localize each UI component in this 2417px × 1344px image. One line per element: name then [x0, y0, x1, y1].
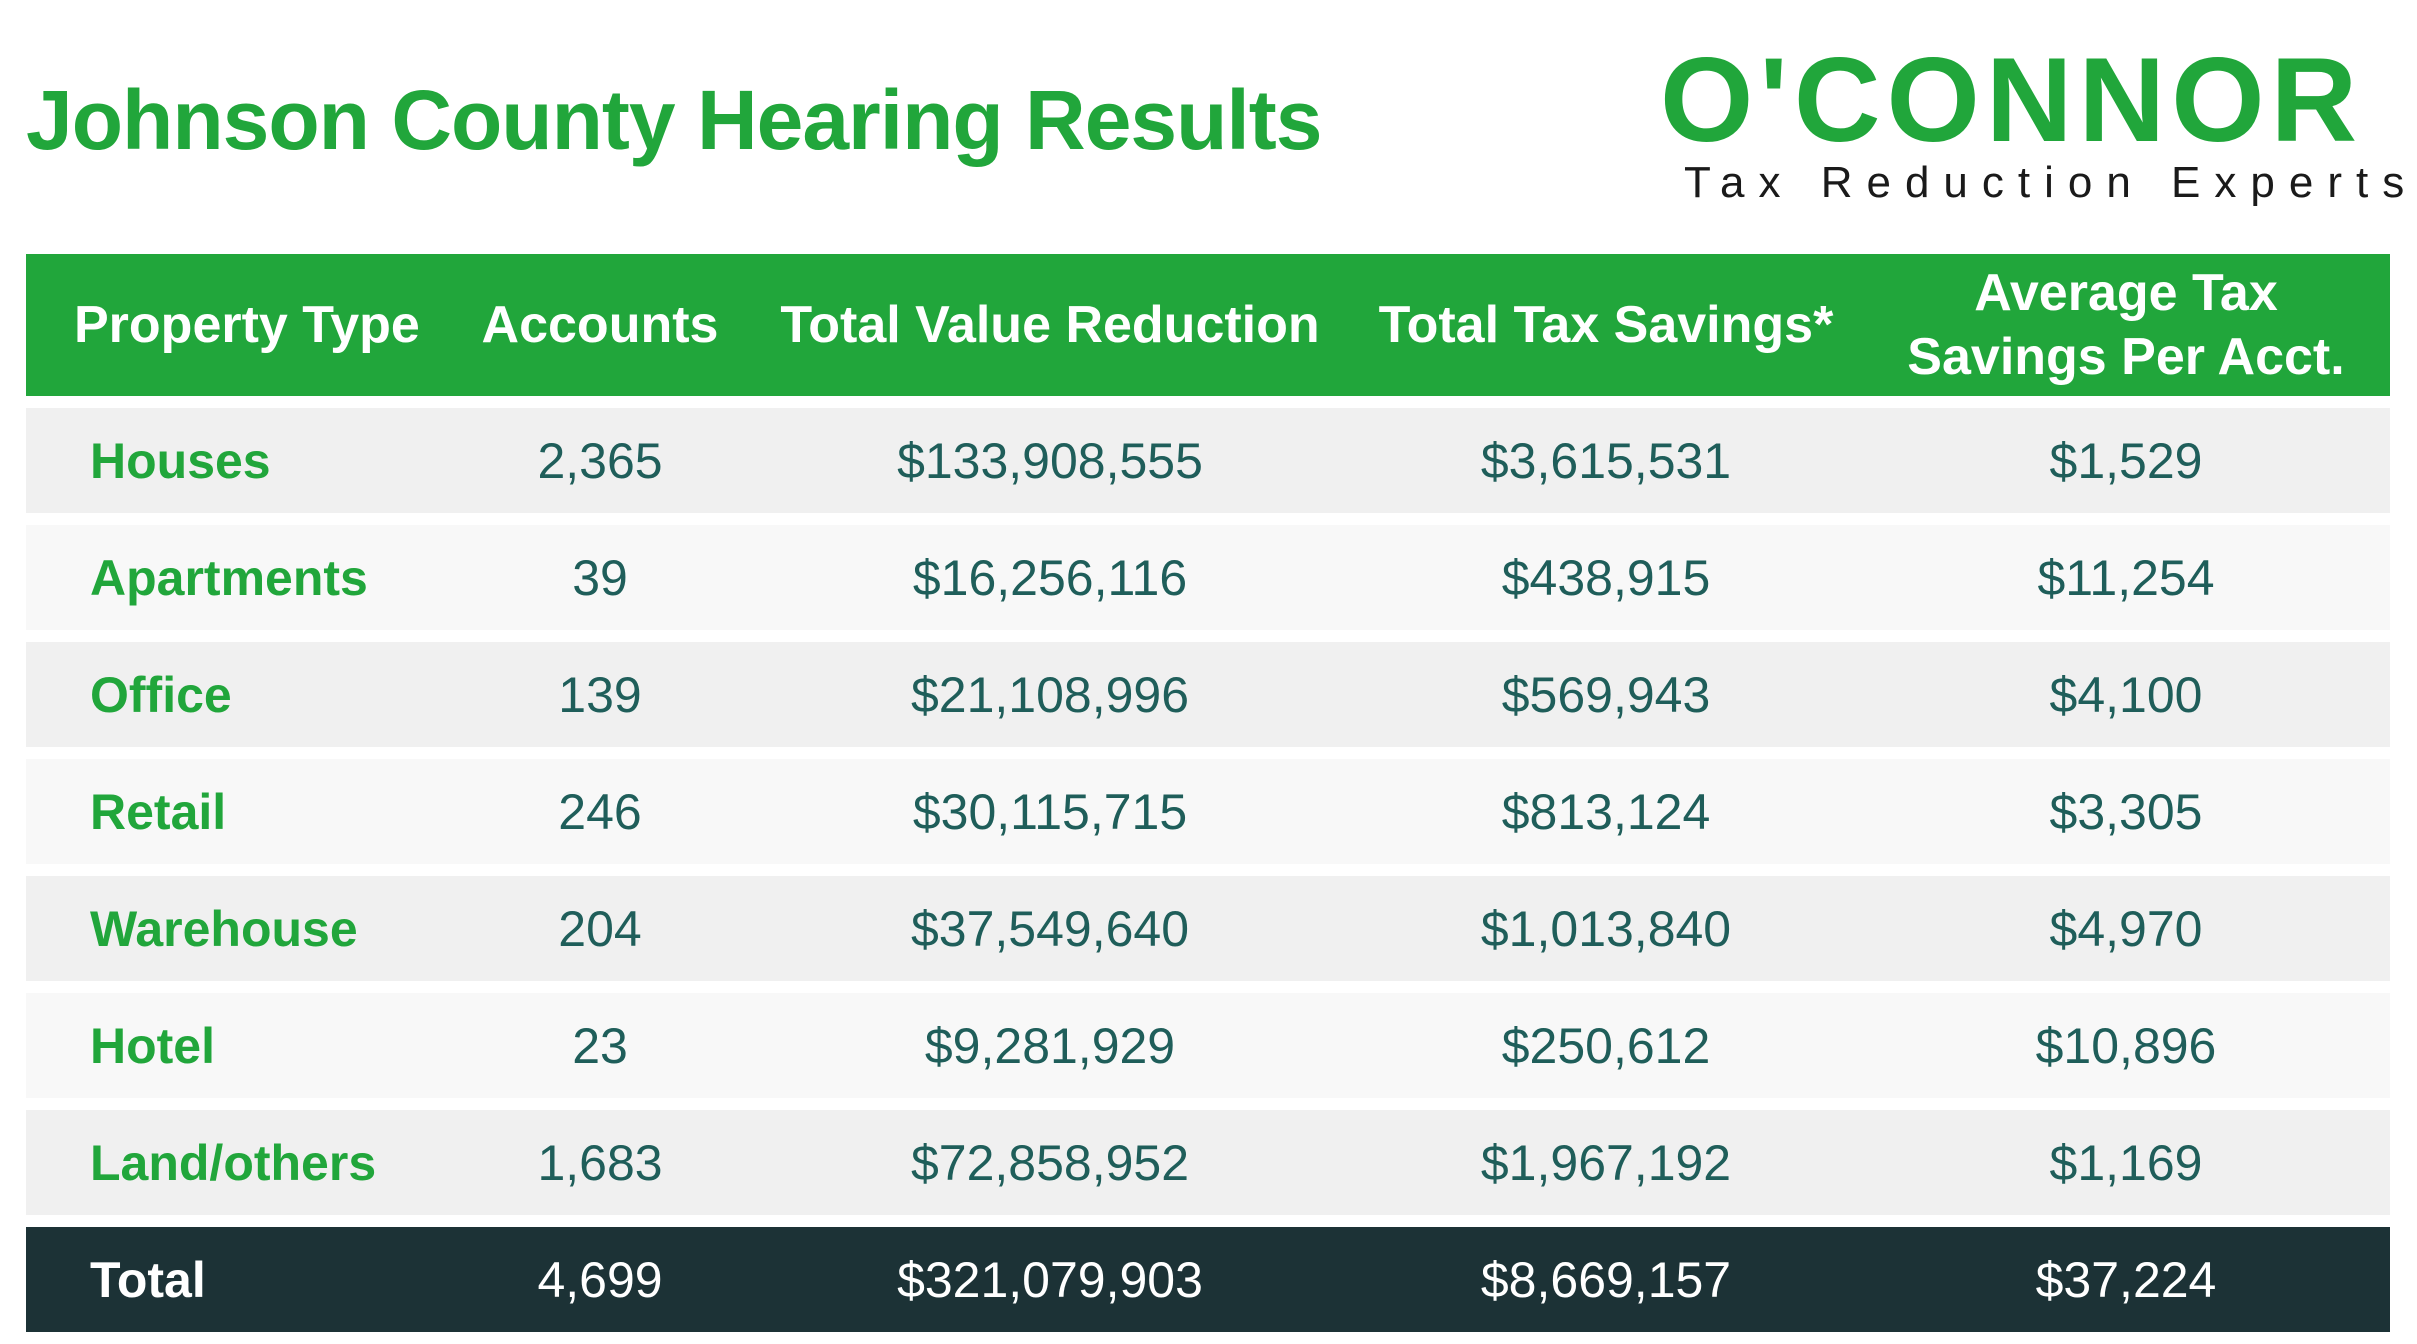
table-row: Retail 246 $30,115,715 $813,124 $3,305: [26, 759, 2390, 864]
table-row: Houses 2,365 $133,908,555 $3,615,531 $1,…: [26, 408, 2390, 513]
value-reduction-cell: $133,908,555: [750, 408, 1350, 513]
accounts-cell: 204: [450, 876, 750, 981]
average-savings-cell: $11,254: [1862, 525, 2390, 630]
accounts-cell: 139: [450, 642, 750, 747]
value-reduction-cell: $37,549,640: [750, 876, 1350, 981]
tax-savings-cell: $1,967,192: [1350, 1110, 1862, 1215]
property-type-cell: Retail: [26, 759, 450, 864]
page-title: Johnson County Hearing Results: [26, 73, 1322, 167]
accounts-cell: 246: [450, 759, 750, 864]
value-reduction-cell: $72,858,952: [750, 1110, 1350, 1215]
tax-savings-cell: $1,013,840: [1350, 876, 1862, 981]
total-average-savings-cell: $37,224: [1862, 1227, 2390, 1332]
average-savings-cell: $1,529: [1862, 408, 2390, 513]
accounts-cell: 2,365: [450, 408, 750, 513]
value-reduction-cell: $16,256,116: [750, 525, 1350, 630]
header-accounts: Accounts: [450, 254, 750, 396]
oconnor-logo: O'CONNOR Tax Reduction Experts: [1660, 33, 2404, 215]
property-type-cell: Office: [26, 642, 450, 747]
total-accounts-cell: 4,699: [450, 1227, 750, 1332]
average-savings-cell: $10,896: [1862, 993, 2390, 1098]
logo-tagline: Tax Reduction Experts: [1684, 158, 2417, 207]
table-row: Hotel 23 $9,281,929 $250,612 $10,896: [26, 993, 2390, 1098]
average-savings-cell: $4,100: [1862, 642, 2390, 747]
value-reduction-cell: $9,281,929: [750, 993, 1350, 1098]
tax-savings-cell: $813,124: [1350, 759, 1862, 864]
total-tax-savings-cell: $8,669,157: [1350, 1227, 1862, 1332]
table-row: Land/others 1,683 $72,858,952 $1,967,192…: [26, 1110, 2390, 1215]
tax-savings-cell: $3,615,531: [1350, 408, 1862, 513]
header-property-type: Property Type: [26, 254, 450, 396]
total-label-cell: Total: [26, 1227, 450, 1332]
average-savings-cell: $1,169: [1862, 1110, 2390, 1215]
property-type-cell: Warehouse: [26, 876, 450, 981]
average-savings-cell: $4,970: [1862, 876, 2390, 981]
tax-savings-cell: $569,943: [1350, 642, 1862, 747]
property-type-cell: Houses: [26, 408, 450, 513]
header-total-value-reduction: Total Value Reduction: [750, 254, 1350, 396]
value-reduction-cell: $21,108,996: [750, 642, 1350, 747]
accounts-cell: 1,683: [450, 1110, 750, 1215]
total-row: Total 4,699 $321,079,903 $8,669,157 $37,…: [26, 1227, 2390, 1332]
header-total-tax-savings: Total Tax Savings*: [1350, 254, 1862, 396]
logo-wordmark: O'CONNOR: [1660, 33, 2364, 167]
value-reduction-cell: $30,115,715: [750, 759, 1350, 864]
property-type-cell: Hotel: [26, 993, 450, 1098]
header-average-tax-savings: Average Tax Savings Per Acct.: [1862, 254, 2390, 396]
table-row: Apartments 39 $16,256,116 $438,915 $11,2…: [26, 525, 2390, 630]
average-savings-cell: $3,305: [1862, 759, 2390, 864]
table-row: Office 139 $21,108,996 $569,943 $4,100: [26, 642, 2390, 747]
property-type-cell: Land/others: [26, 1110, 450, 1215]
accounts-cell: 23: [450, 993, 750, 1098]
table-row: Warehouse 204 $37,549,640 $1,013,840 $4,…: [26, 876, 2390, 981]
table-header-row: Property Type Accounts Total Value Reduc…: [26, 254, 2390, 396]
hearing-results-table: Property Type Accounts Total Value Reduc…: [26, 242, 2390, 1344]
tax-savings-cell: $250,612: [1350, 993, 1862, 1098]
accounts-cell: 39: [450, 525, 750, 630]
property-type-cell: Apartments: [26, 525, 450, 630]
tax-savings-cell: $438,915: [1350, 525, 1862, 630]
total-value-reduction-cell: $321,079,903: [750, 1227, 1350, 1332]
